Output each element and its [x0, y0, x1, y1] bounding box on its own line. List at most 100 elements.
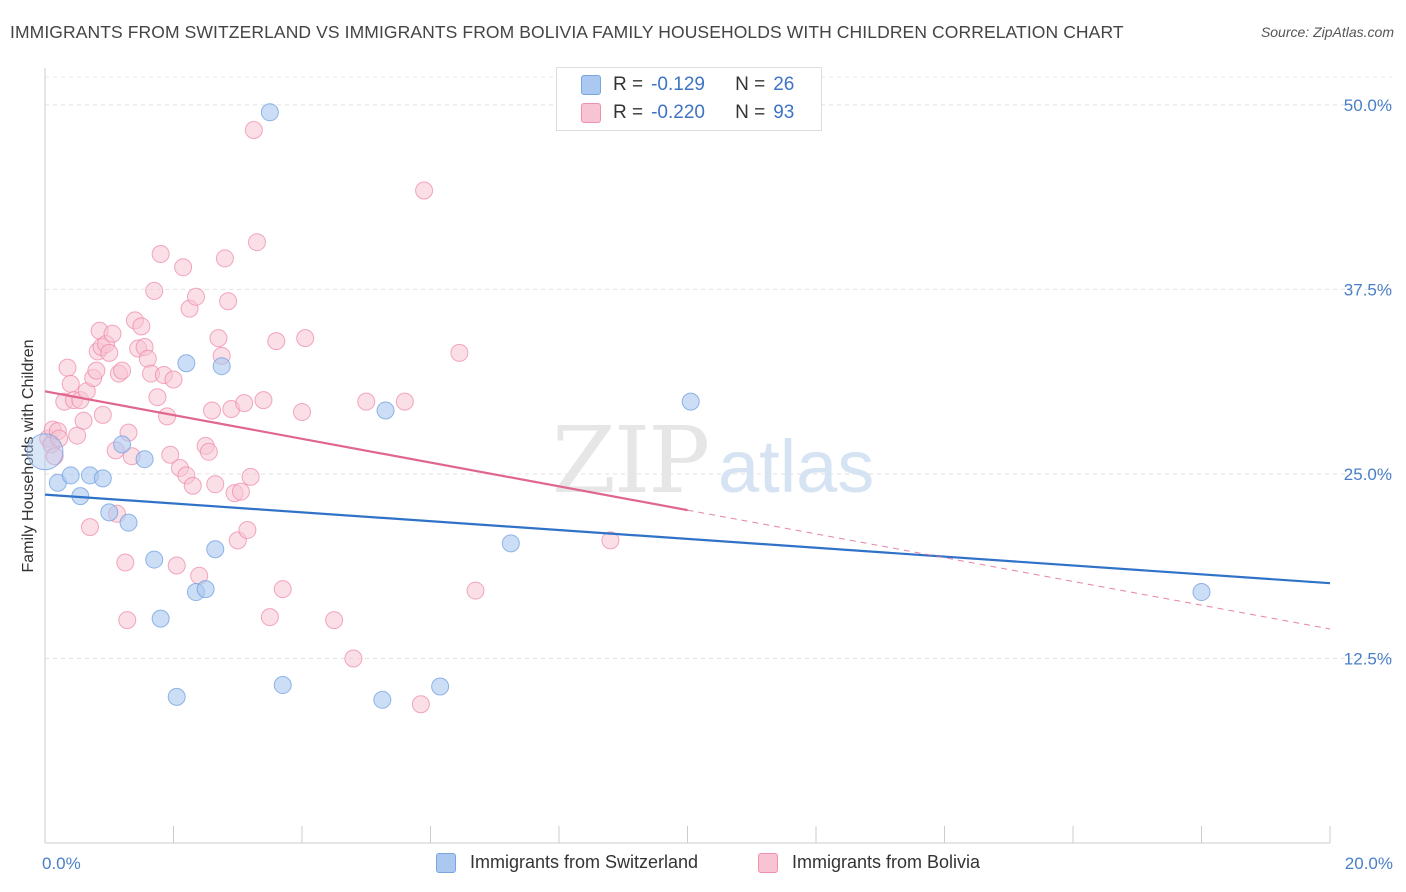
bolivia-point [344, 649, 363, 668]
bolivia-point [183, 476, 202, 495]
chart-title: IMMIGRANTS FROM SWITZERLAND VS IMMIGRANT… [10, 22, 1124, 42]
bolivia-point [219, 292, 238, 311]
bolivia-swatch [581, 103, 601, 123]
bolivia-point [148, 388, 167, 407]
switzerland-point [135, 450, 154, 469]
y-tick-label: 12.5% [1344, 649, 1392, 668]
bolivia-points [39, 121, 620, 714]
bolivia-n-value: 93 [773, 102, 795, 123]
bolivia-point [132, 317, 151, 336]
bolivia-point [241, 467, 260, 486]
bolivia-point [254, 391, 273, 410]
switzerland-legend-swatch [436, 852, 456, 873]
bolivia-point [113, 361, 132, 380]
bolivia-point [118, 611, 137, 630]
bolivia-point [260, 608, 279, 627]
bolivia-point [158, 407, 177, 426]
bolivia-point [466, 581, 485, 600]
switzerland-point [100, 503, 119, 522]
switzerland-point [501, 534, 520, 553]
switzerland-point [212, 357, 231, 376]
switzerland-point [273, 676, 292, 695]
bolivia-point [267, 332, 286, 351]
bolivia-point [199, 442, 218, 461]
bolivia-point [80, 518, 99, 537]
bolivia-point [164, 370, 183, 389]
stats-legend: R = -0.129 N = 26 R = -0.220 N = 93 [556, 67, 822, 131]
n-label: N = [735, 74, 766, 95]
bolivia-point [411, 695, 430, 714]
bottom-legend-bolivia[interactable]: Immigrants from Bolivia [758, 852, 980, 873]
bolivia-point [50, 429, 69, 448]
switzerland-r-value: -0.129 [651, 74, 705, 95]
bolivia-point [161, 445, 180, 464]
switzerland-point [681, 392, 700, 411]
bolivia-trend-extension [687, 509, 1331, 630]
watermark-atlas: atlas [718, 425, 874, 508]
trend-lines [44, 390, 1331, 630]
switzerland-point [260, 103, 279, 122]
switzerland-swatch [581, 75, 601, 95]
bolivia-point [45, 447, 64, 466]
switzerland-point [206, 540, 225, 559]
bolivia-point [273, 580, 292, 599]
bolivia-trend-line [44, 390, 688, 512]
switzerland-point [167, 687, 186, 706]
y-tick-label: 25.0% [1344, 465, 1392, 484]
bolivia-point [61, 374, 80, 393]
switzerland-point [376, 401, 395, 420]
switzerland-point [373, 690, 392, 709]
switzerland-points [26, 103, 1211, 709]
switzerland-point [151, 609, 170, 628]
switzerland-legend-label: Immigrants from Switzerland [470, 852, 699, 872]
bolivia-point [450, 343, 469, 362]
bolivia-point [116, 553, 135, 572]
legend-row-bolivia: R = -0.220 N = 93 [581, 101, 794, 125]
switzerland-point [26, 433, 64, 471]
bolivia-point [206, 475, 225, 494]
bolivia-point [395, 392, 414, 411]
r-label: R = [613, 102, 644, 123]
bolivia-point [145, 281, 164, 300]
tick-labels: 12.5% 25.0% 37.5% 50.0% 0.0% 20.0% [42, 96, 1393, 873]
bolivia-point [293, 402, 311, 421]
bolivia-point [215, 249, 234, 268]
bolivia-point [151, 245, 170, 263]
bolivia-point [138, 349, 157, 368]
x-tick-label-min: 0.0% [42, 854, 81, 873]
switzerland-point [1192, 583, 1211, 602]
switzerland-point [113, 435, 132, 454]
gridlines [45, 76, 1392, 659]
bolivia-point [103, 324, 122, 343]
switzerland-n-value: 26 [773, 74, 795, 95]
bolivia-point [357, 392, 376, 411]
n-label: N = [735, 102, 766, 123]
switzerland-point [119, 513, 138, 532]
bolivia-point [415, 181, 434, 200]
bottom-legend-switzerland[interactable]: Immigrants from Switzerland [436, 852, 698, 873]
bolivia-point [238, 521, 257, 540]
bolivia-point [87, 361, 106, 380]
bolivia-point [325, 611, 344, 630]
watermark: ZIP atlas [552, 407, 874, 514]
bolivia-point [186, 287, 205, 306]
bolivia-point [167, 556, 186, 575]
source-label: Source: ZipAtlas.com [1260, 24, 1394, 40]
bolivia-point [296, 329, 315, 348]
switzerland-point [93, 469, 112, 488]
bolivia-point [93, 405, 112, 424]
bolivia-legend-label: Immigrants from Bolivia [792, 852, 981, 872]
bolivia-point [174, 258, 193, 277]
legend-row-switzerland: R = -0.129 N = 26 [581, 73, 794, 97]
bolivia-point [58, 358, 77, 377]
bolivia-legend-swatch [758, 852, 778, 873]
x-tick-label-max: 20.0% [1345, 854, 1393, 873]
bolivia-point [74, 411, 93, 430]
r-label: R = [613, 74, 644, 95]
axes [44, 68, 1331, 844]
bolivia-point [601, 531, 620, 550]
bolivia-r-value: -0.220 [651, 102, 705, 123]
bolivia-point [235, 394, 254, 413]
y-tick-label: 37.5% [1344, 280, 1392, 299]
